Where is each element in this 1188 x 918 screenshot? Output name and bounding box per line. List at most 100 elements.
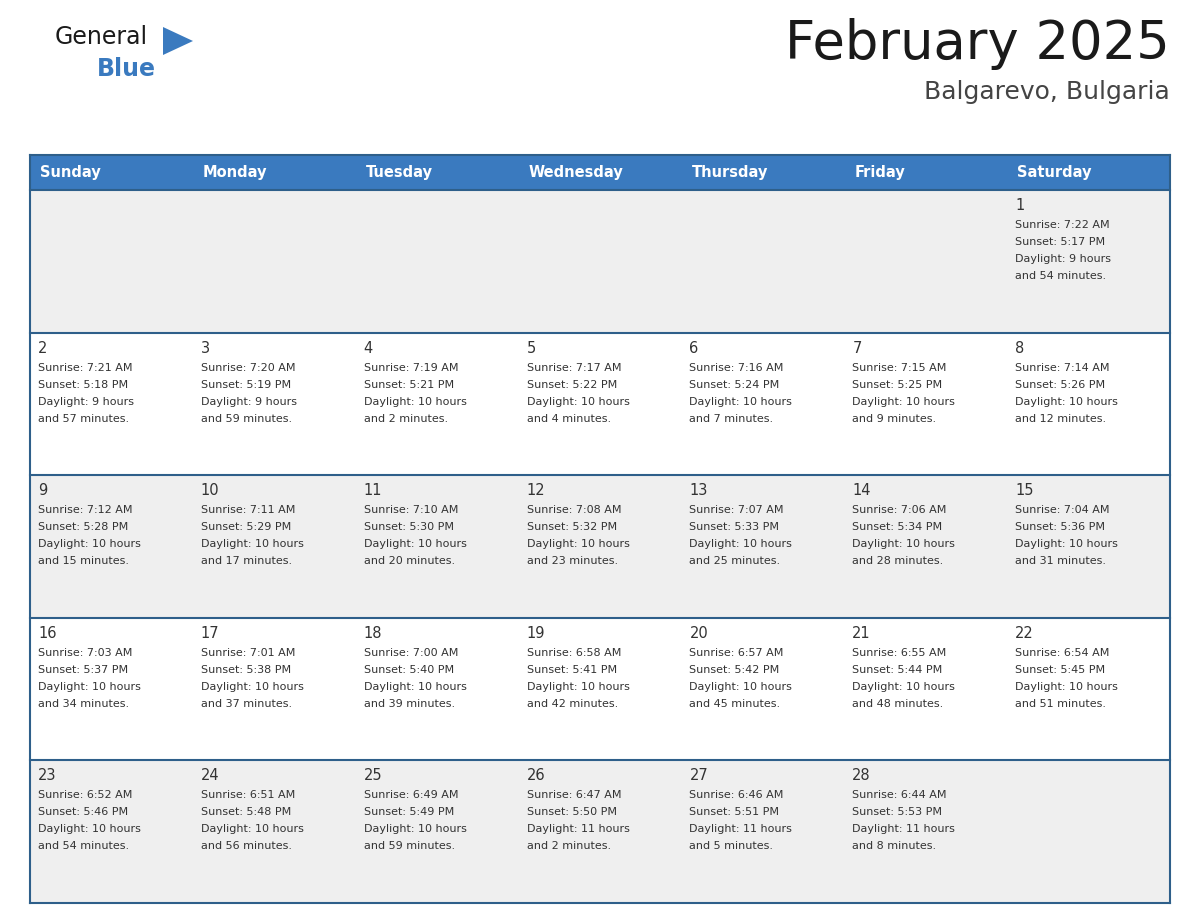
Polygon shape xyxy=(163,27,192,55)
Bar xyxy=(682,476,845,618)
Text: Sunset: 5:44 PM: Sunset: 5:44 PM xyxy=(852,665,942,675)
Text: 27: 27 xyxy=(689,768,708,783)
Bar xyxy=(682,190,845,332)
Text: and 54 minutes.: and 54 minutes. xyxy=(38,842,129,851)
Bar xyxy=(845,476,1007,618)
Text: Sunset: 5:33 PM: Sunset: 5:33 PM xyxy=(689,522,779,532)
Text: Daylight: 10 hours: Daylight: 10 hours xyxy=(689,539,792,549)
Bar xyxy=(682,760,845,903)
Text: Sunrise: 7:06 AM: Sunrise: 7:06 AM xyxy=(852,505,947,515)
Text: Sunrise: 7:00 AM: Sunrise: 7:00 AM xyxy=(364,648,459,658)
Text: and 28 minutes.: and 28 minutes. xyxy=(852,556,943,566)
Text: 5: 5 xyxy=(526,341,536,355)
Text: and 39 minutes.: and 39 minutes. xyxy=(364,699,455,709)
Text: Wednesday: Wednesday xyxy=(529,165,624,180)
Text: 16: 16 xyxy=(38,626,57,641)
Text: Sunrise: 7:07 AM: Sunrise: 7:07 AM xyxy=(689,505,784,515)
Text: Daylight: 10 hours: Daylight: 10 hours xyxy=(201,824,304,834)
Bar xyxy=(355,155,519,190)
Text: Sunrise: 6:55 AM: Sunrise: 6:55 AM xyxy=(852,648,947,658)
Text: Daylight: 10 hours: Daylight: 10 hours xyxy=(526,397,630,407)
Text: Daylight: 10 hours: Daylight: 10 hours xyxy=(1015,539,1118,549)
Text: Daylight: 10 hours: Daylight: 10 hours xyxy=(852,539,955,549)
Bar xyxy=(192,760,355,903)
Text: and 45 minutes.: and 45 minutes. xyxy=(689,699,781,709)
Text: Daylight: 10 hours: Daylight: 10 hours xyxy=(364,682,467,692)
Text: Daylight: 10 hours: Daylight: 10 hours xyxy=(38,682,141,692)
Text: February 2025: February 2025 xyxy=(785,18,1170,70)
Text: 18: 18 xyxy=(364,626,383,641)
Bar xyxy=(519,476,682,618)
Text: Sunset: 5:48 PM: Sunset: 5:48 PM xyxy=(201,808,291,817)
Text: Tuesday: Tuesday xyxy=(366,165,432,180)
Text: Sunset: 5:21 PM: Sunset: 5:21 PM xyxy=(364,380,454,389)
Bar xyxy=(845,760,1007,903)
Text: Sunrise: 7:21 AM: Sunrise: 7:21 AM xyxy=(38,363,133,373)
Text: Sunrise: 7:10 AM: Sunrise: 7:10 AM xyxy=(364,505,459,515)
Bar xyxy=(30,332,192,476)
Text: Thursday: Thursday xyxy=(691,165,767,180)
Text: 23: 23 xyxy=(38,768,57,783)
Text: Sunset: 5:34 PM: Sunset: 5:34 PM xyxy=(852,522,942,532)
Text: and 8 minutes.: and 8 minutes. xyxy=(852,842,936,851)
Text: Sunrise: 7:22 AM: Sunrise: 7:22 AM xyxy=(1015,220,1110,230)
Bar xyxy=(192,155,355,190)
Text: Daylight: 10 hours: Daylight: 10 hours xyxy=(852,682,955,692)
Text: Daylight: 10 hours: Daylight: 10 hours xyxy=(526,682,630,692)
Bar xyxy=(1007,332,1170,476)
Bar xyxy=(519,332,682,476)
Bar xyxy=(519,618,682,760)
Text: and 4 minutes.: and 4 minutes. xyxy=(526,414,611,423)
Text: 3: 3 xyxy=(201,341,210,355)
Text: and 12 minutes.: and 12 minutes. xyxy=(1015,414,1106,423)
Bar xyxy=(355,476,519,618)
Text: and 51 minutes.: and 51 minutes. xyxy=(1015,699,1106,709)
Text: Daylight: 10 hours: Daylight: 10 hours xyxy=(852,397,955,407)
Text: and 9 minutes.: and 9 minutes. xyxy=(852,414,936,423)
Bar xyxy=(192,476,355,618)
Text: 8: 8 xyxy=(1015,341,1024,355)
Text: Sunrise: 6:58 AM: Sunrise: 6:58 AM xyxy=(526,648,621,658)
Bar xyxy=(30,760,192,903)
Text: 25: 25 xyxy=(364,768,383,783)
Text: 4: 4 xyxy=(364,341,373,355)
Text: Sunset: 5:50 PM: Sunset: 5:50 PM xyxy=(526,808,617,817)
Bar xyxy=(192,618,355,760)
Text: and 2 minutes.: and 2 minutes. xyxy=(526,842,611,851)
Text: Sunset: 5:28 PM: Sunset: 5:28 PM xyxy=(38,522,128,532)
Text: 22: 22 xyxy=(1015,626,1034,641)
Text: Sunset: 5:19 PM: Sunset: 5:19 PM xyxy=(201,380,291,389)
Text: 26: 26 xyxy=(526,768,545,783)
Text: Daylight: 9 hours: Daylight: 9 hours xyxy=(1015,254,1111,264)
Text: 17: 17 xyxy=(201,626,220,641)
Text: Sunrise: 7:20 AM: Sunrise: 7:20 AM xyxy=(201,363,296,373)
Text: Sunday: Sunday xyxy=(40,165,101,180)
Text: Daylight: 10 hours: Daylight: 10 hours xyxy=(38,824,141,834)
Bar xyxy=(30,190,192,332)
Text: Sunrise: 7:08 AM: Sunrise: 7:08 AM xyxy=(526,505,621,515)
Text: Sunrise: 7:11 AM: Sunrise: 7:11 AM xyxy=(201,505,296,515)
Text: Sunrise: 7:03 AM: Sunrise: 7:03 AM xyxy=(38,648,132,658)
Bar xyxy=(845,618,1007,760)
Bar xyxy=(355,190,519,332)
Text: Daylight: 9 hours: Daylight: 9 hours xyxy=(38,397,134,407)
Text: Sunrise: 7:17 AM: Sunrise: 7:17 AM xyxy=(526,363,621,373)
Text: Sunset: 5:24 PM: Sunset: 5:24 PM xyxy=(689,380,779,389)
Text: Friday: Friday xyxy=(854,165,905,180)
Text: Sunset: 5:25 PM: Sunset: 5:25 PM xyxy=(852,380,942,389)
Text: Daylight: 10 hours: Daylight: 10 hours xyxy=(38,539,141,549)
Text: and 37 minutes.: and 37 minutes. xyxy=(201,699,292,709)
Text: and 59 minutes.: and 59 minutes. xyxy=(201,414,292,423)
Text: Sunrise: 7:01 AM: Sunrise: 7:01 AM xyxy=(201,648,296,658)
Text: Sunset: 5:18 PM: Sunset: 5:18 PM xyxy=(38,380,128,389)
Text: 11: 11 xyxy=(364,483,383,498)
Text: Sunset: 5:32 PM: Sunset: 5:32 PM xyxy=(526,522,617,532)
Text: 24: 24 xyxy=(201,768,220,783)
Bar xyxy=(355,618,519,760)
Text: 15: 15 xyxy=(1015,483,1034,498)
Text: 13: 13 xyxy=(689,483,708,498)
Text: and 59 minutes.: and 59 minutes. xyxy=(364,842,455,851)
Text: and 23 minutes.: and 23 minutes. xyxy=(526,556,618,566)
Text: 12: 12 xyxy=(526,483,545,498)
Text: and 48 minutes.: and 48 minutes. xyxy=(852,699,943,709)
